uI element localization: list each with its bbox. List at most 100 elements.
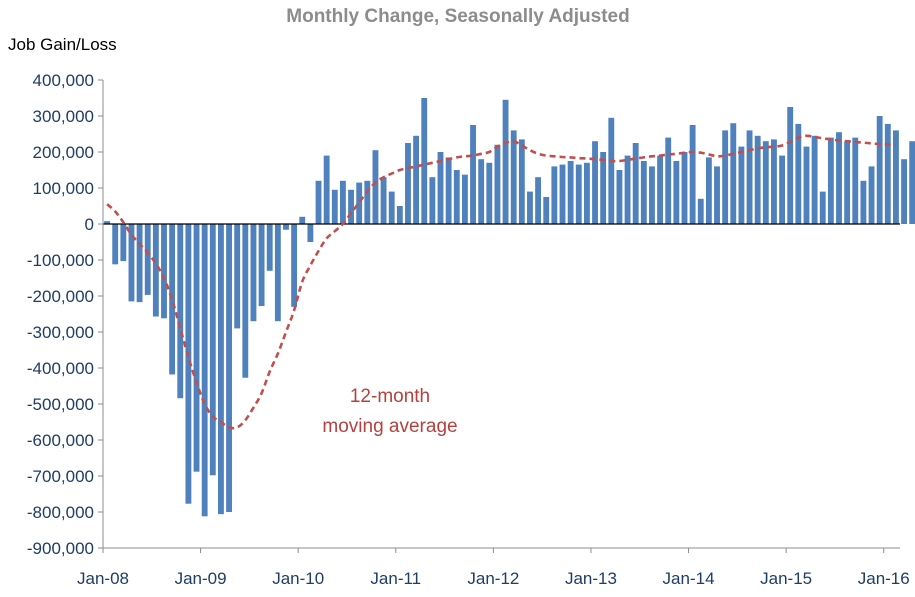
bar-54: [543, 197, 550, 224]
bar-18: [250, 224, 257, 322]
moving-average-line: [106, 134, 896, 430]
bar-99: [909, 141, 915, 224]
x-tick-label-8: Jan-16: [858, 569, 910, 588]
bar-27: [323, 155, 330, 224]
bar-73: [697, 198, 704, 224]
bar-59: [583, 162, 590, 224]
bar-47: [486, 162, 493, 224]
bar-91: [844, 141, 851, 224]
bar-46: [478, 159, 485, 224]
chart-title: Monthly Change, Seasonally Adjusted: [286, 6, 629, 27]
bar-69: [665, 137, 672, 224]
bar-55: [551, 166, 558, 224]
bar-82: [771, 139, 777, 224]
bar-66: [640, 161, 647, 224]
bar-56: [559, 164, 566, 224]
bar-43: [453, 170, 460, 224]
bar-60: [592, 141, 598, 224]
bar-25: [307, 224, 314, 242]
bar-94: [868, 166, 875, 224]
bar-77: [730, 123, 737, 224]
bar-29: [339, 180, 346, 224]
bar-79: [746, 130, 753, 224]
bar-45: [470, 125, 476, 224]
y-tick-label-8: -400,000: [27, 359, 94, 378]
bar-13: [209, 224, 216, 476]
y-tick-label-5: -100,000: [27, 251, 94, 270]
x-tick-label-1: Jan-09: [175, 569, 227, 588]
moving-average-series: [106, 134, 896, 430]
x-tick-label-3: Jan-11: [370, 569, 421, 588]
bar-37: [405, 143, 411, 224]
bar-1: [112, 224, 119, 265]
bar-16: [234, 224, 241, 329]
y-axis: 400,000 300,000 200,000 100,000 0 -100,000 -20…: [27, 71, 104, 558]
bar-57: [567, 161, 574, 224]
bar-93: [860, 180, 867, 224]
bar-33: [372, 150, 379, 224]
bar-90: [836, 132, 842, 224]
bar-26: [315, 180, 322, 224]
bar-9: [177, 224, 184, 399]
y-tick-label-13: -900,000: [27, 539, 94, 558]
y-tick-label-7: -300,000: [27, 323, 94, 342]
bar-61: [600, 152, 607, 224]
bar-67: [649, 166, 655, 224]
bar-72: [689, 125, 696, 224]
bar-75: [714, 166, 720, 224]
bar-44: [461, 174, 468, 224]
bar-89: [827, 137, 834, 224]
bar-4: [136, 224, 143, 303]
bar-96: [884, 123, 891, 224]
bar-17: [242, 224, 249, 378]
bar-84: [787, 107, 794, 224]
bar-52: [527, 191, 533, 224]
x-tick-label-6: Jan-14: [663, 569, 715, 588]
y-tick-label-6: -200,000: [27, 287, 94, 306]
bar-98: [901, 159, 907, 224]
y-tick-label-4: 0: [85, 215, 94, 234]
bar-49: [502, 99, 509, 224]
bar-80: [754, 135, 761, 224]
bar-23: [291, 224, 298, 307]
bar-8: [169, 224, 176, 375]
bar-81: [762, 141, 769, 224]
y-tick-label-3: 100,000: [33, 179, 94, 198]
bar-34: [380, 177, 387, 224]
y-tick-label-1: 300,000: [33, 107, 94, 126]
y-tick-label-2: 200,000: [33, 143, 94, 162]
bar-10: [185, 224, 192, 504]
bar-3: [128, 224, 135, 302]
bar-22: [283, 224, 289, 230]
annotation-line-2: moving average: [322, 416, 457, 437]
bar-88: [819, 191, 826, 224]
y-tick-label-0: 400,000: [33, 71, 94, 90]
bar-95: [876, 116, 883, 224]
bar-0: [104, 221, 110, 224]
x-tick-label-7: Jan-15: [760, 569, 812, 588]
bar-19: [258, 224, 265, 307]
x-tick-label-4: Jan-12: [467, 569, 519, 588]
bar-42: [445, 157, 452, 224]
bar-53: [535, 177, 542, 224]
bar-7: [161, 224, 167, 319]
bar-63: [616, 170, 623, 224]
bar-64: [624, 155, 631, 224]
bar-24: [299, 216, 306, 224]
bar-68: [657, 155, 664, 224]
bar-58: [575, 164, 582, 224]
bar-50: [510, 130, 517, 224]
bar-11: [193, 224, 200, 472]
bar-87: [811, 135, 818, 224]
bar-97: [893, 130, 899, 224]
y-axis-label: Job Gain/Loss: [8, 35, 117, 54]
y-tick-label-9: -500,000: [27, 395, 94, 414]
bar-21: [274, 224, 281, 322]
bar-86: [803, 146, 810, 224]
bar-76: [722, 130, 729, 224]
bar-41: [437, 152, 444, 224]
x-tick-label-2: Jan-10: [272, 569, 324, 588]
bar-14: [218, 224, 224, 515]
bar-2: [120, 224, 127, 262]
bar-30: [348, 189, 354, 224]
